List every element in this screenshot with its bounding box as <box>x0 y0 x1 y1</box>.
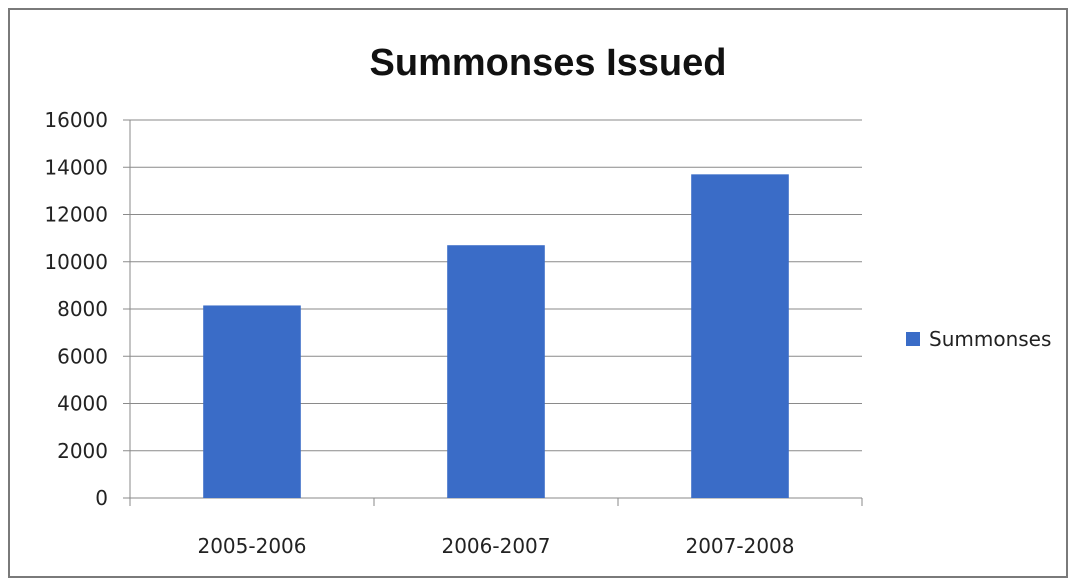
bars <box>203 174 789 498</box>
y-tick-label: 12000 <box>44 203 108 227</box>
chart-title: Summonses Issued <box>370 42 727 84</box>
y-tick-label: 6000 <box>57 344 108 368</box>
y-tick-label: 2000 <box>57 439 108 463</box>
y-tick-label: 16000 <box>44 108 108 132</box>
bar-2007-2008 <box>691 174 789 498</box>
y-tick-labels: 0 2000 4000 6000 8000 10000 12000 14000 16000 <box>44 108 108 510</box>
x-tick-label: 2006-2007 <box>441 534 550 558</box>
x-tick-labels: 2005-2006 2006-2007 2007-2008 <box>197 534 794 558</box>
y-tick-label: 4000 <box>57 392 108 416</box>
y-tick-label: 14000 <box>44 155 108 179</box>
y-tick-label: 10000 <box>44 250 108 274</box>
y-tick-label: 0 <box>95 486 108 510</box>
x-tick-label: 2005-2006 <box>197 534 306 558</box>
legend: Summonses <box>906 327 1051 351</box>
x-tick-label: 2007-2008 <box>685 534 794 558</box>
bar-2006-2007 <box>447 245 545 498</box>
bar-2005-2006 <box>203 305 301 498</box>
y-tick-label: 8000 <box>57 297 108 321</box>
legend-label-summonses: Summonses <box>929 327 1051 351</box>
legend-swatch-summonses <box>906 332 920 346</box>
